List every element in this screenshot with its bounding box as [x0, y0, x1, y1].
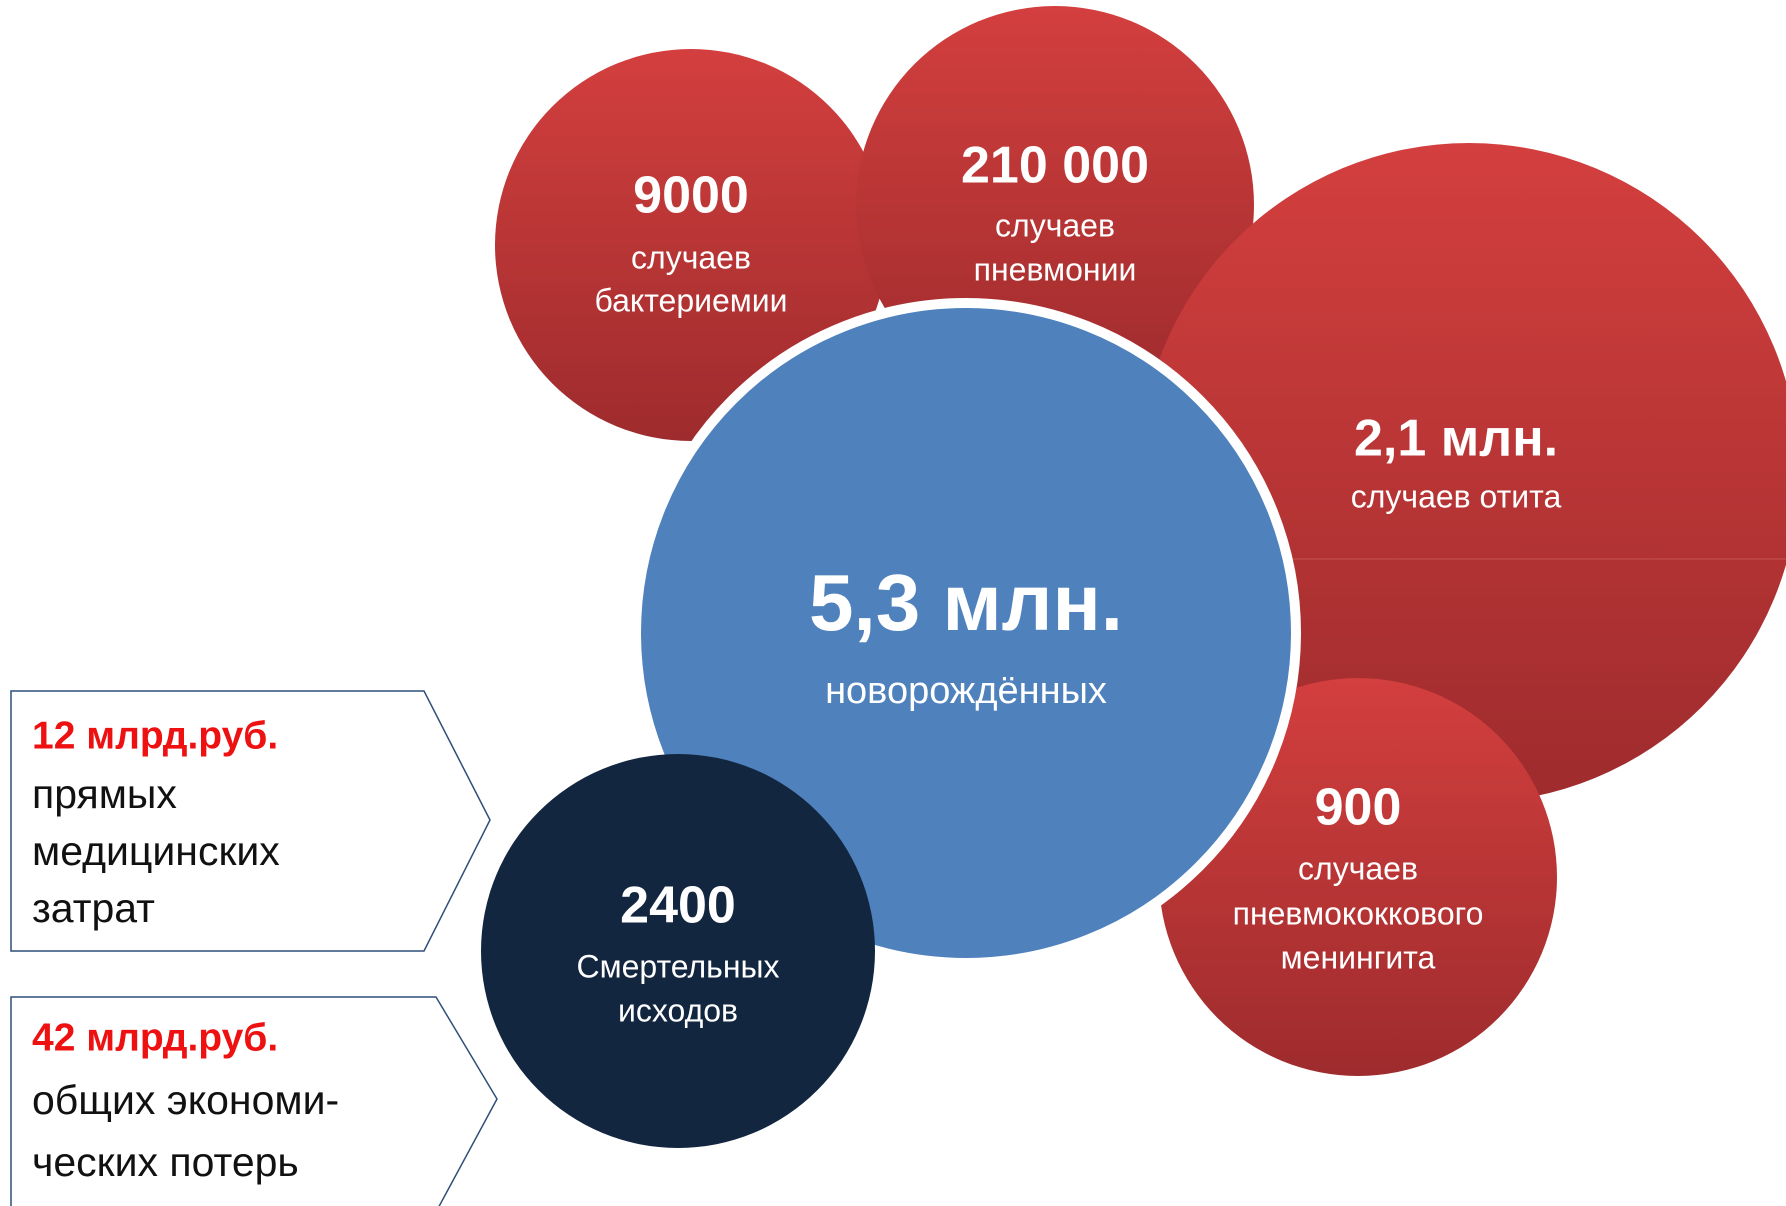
- bubble-value: 2400: [620, 877, 736, 935]
- bubble-label: бактериемии: [594, 282, 787, 318]
- bubble-value: 900: [1315, 779, 1402, 837]
- bubble-label: случаев: [631, 239, 751, 275]
- bubble-value: 5,3 млн.: [809, 558, 1123, 647]
- cost-label: медицинских: [32, 828, 280, 874]
- bubble-value: 9000: [633, 167, 749, 225]
- cost-label: общих экономи-: [32, 1077, 339, 1123]
- bubble-deaths: [481, 754, 875, 1148]
- cost-box: [10, 690, 491, 952]
- cost-label: ческих потерь: [32, 1139, 299, 1185]
- cost-box: [10, 996, 498, 1206]
- bubble-label: исходов: [618, 992, 738, 1028]
- bubble-value: 210 000: [961, 137, 1149, 195]
- bubble-label: менингита: [1281, 939, 1436, 975]
- bubble-label: случаев отита: [1351, 478, 1562, 514]
- bubble-bacteremia: [495, 49, 887, 441]
- bubble-label: случаев: [1298, 850, 1418, 886]
- bubble-label: пневмонии: [974, 251, 1137, 287]
- bubble-value: 2,1 млн.: [1354, 410, 1558, 468]
- cost-label: затрат: [32, 885, 155, 931]
- bubble-label: пневмококкового: [1233, 895, 1484, 931]
- cost-amount: 42 млрд.руб.: [32, 1016, 278, 1059]
- bubble-label: Смертельных: [576, 948, 779, 984]
- bubble-label: новорождённых: [825, 670, 1107, 712]
- cost-amount: 12 млрд.руб.: [32, 714, 278, 757]
- bubble-label: случаев: [995, 207, 1115, 243]
- cost-label: прямых: [32, 771, 177, 817]
